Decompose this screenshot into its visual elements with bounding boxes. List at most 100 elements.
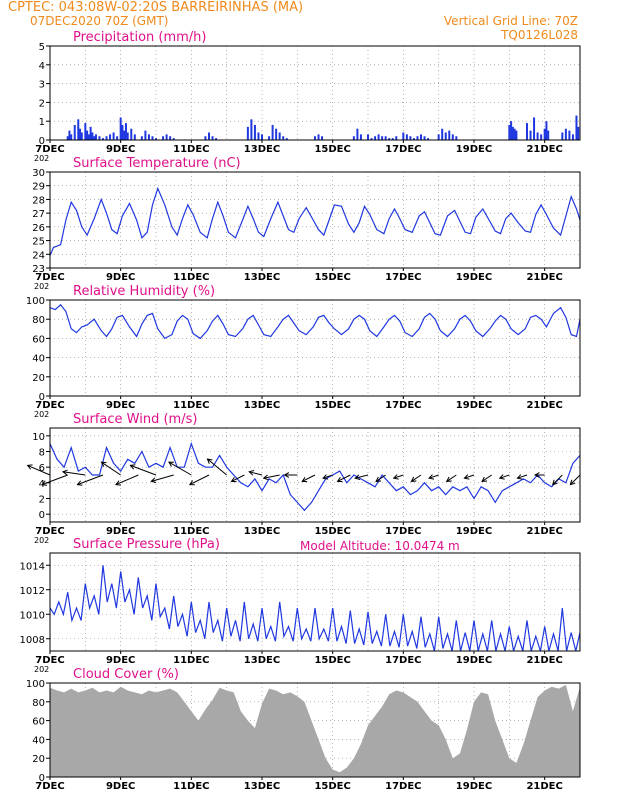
precip-bar [510,121,513,140]
precip-bar [285,138,288,140]
precip-bar [511,126,514,140]
wind-arrow-head [569,479,576,486]
x-tick-label: 7DEC [35,655,64,666]
panel-title: Surface Wind (m/s) [73,412,197,427]
wind-arrow [130,464,157,476]
wind-arrow [355,474,369,479]
header: CPTEC: 043:08W-02:20S BARREIRINHAS (MA) … [8,0,578,42]
panel-frame [49,45,581,141]
x-tick-label: 15DEC [314,655,350,666]
precip-bar [105,136,108,140]
precip-bar [444,132,447,140]
x-tick-label: 15DEC [314,144,350,155]
x-tick-label: 21DEC [526,400,562,411]
y-tick-label: 23 [32,264,45,275]
wind-arrow-head [262,474,269,481]
x-tick-label: 19DEC [456,526,492,537]
wind-arrow-head [336,477,343,483]
x-tick-label: 15DEC [314,272,350,283]
y-tick-label: 0 [39,136,45,147]
y-tick-label: 10 [32,432,45,443]
precip-bar [89,126,92,140]
wind-arrow-head [481,476,488,482]
year-label: 202 [34,665,49,674]
year-label: 202 [34,410,49,419]
x-tick-label: 9DEC [106,655,135,666]
wind-arrow-head [445,476,452,482]
wind-arrow-head [114,480,121,486]
x-tick-label: 19DEC [456,144,492,155]
panel-frame [49,299,581,397]
x-tick-label: 13DEC [244,526,280,537]
wind-arrow [552,474,563,485]
panel-title: Surface Temperature (nC) [73,156,241,171]
y-tick-label: 0 [39,392,45,403]
y-tick-label: 1008 [20,635,45,646]
cloud-area [50,684,580,777]
precip-bar [282,136,285,140]
precip-bar [384,136,387,140]
wind-arrow-head [41,480,48,486]
precip-bar [151,136,154,140]
y-tick-label: 60 [32,334,45,345]
y-tick-label: 5 [39,42,45,53]
y-tick-label: 100 [26,296,45,307]
precip-bar [402,132,405,140]
y-tick-label: 0 [39,510,45,521]
precip-bar [455,136,458,140]
precip-bar [66,136,69,140]
precip-bar [571,134,574,140]
y-tick-label: 2 [39,98,45,109]
precip-bar [109,134,112,140]
panel-4: 1008 1010 1012 1014 7DEC 9DEC 11DEC 13DEC 15DEC 1… [20,537,581,674]
x-tick-label: 7DEC [35,781,64,792]
precip-bar [172,138,175,140]
series-line [49,565,581,652]
x-tick-label: 17DEC [385,400,421,411]
wind-arrow-head [354,474,361,480]
x-tick-label: 11DEC [173,526,209,537]
precip-bar [543,128,546,140]
y-tick-label: 25 [32,237,45,248]
precip-bar [409,136,412,140]
wind-arrow-head [206,458,213,464]
x-tick-label: 9DEC [106,781,135,792]
series-line [49,303,581,340]
wind-arrow-head [392,474,399,480]
x-tick-label: 9DEC [106,272,135,283]
precip-bar [91,132,94,140]
wind-arrow [464,474,475,479]
y-tick-label: 8 [39,448,45,459]
y-tick-label: 3 [39,80,45,91]
wind-arrow [570,474,581,485]
x-tick-label: 15DEC [314,526,350,537]
precip-bar [147,134,150,140]
panel-1: 23 24 25 26 27 28 29 30 7DEC 9DEC 11DEC 13DEC 15DEC 1… [32,156,581,291]
x-tick-label: 17DEC [385,781,421,792]
x-tick-label: 17DEC [385,655,421,666]
x-tick-label: 17DEC [385,272,421,283]
precip-bar [119,117,122,140]
precip-bar [545,121,548,140]
precip-bar [437,134,440,140]
precip-bar [84,123,87,140]
precip-bar [155,138,157,140]
precip-bar [261,134,263,140]
wind-arrow [101,461,121,476]
y-tick-label: 100 [26,679,45,690]
x-tick-label: 21DEC [526,655,562,666]
wind-arrow [301,474,316,482]
precip-bar [356,128,359,140]
precip-bar [133,134,136,140]
precip-bar [427,138,430,140]
x-tick-label: 15DEC [314,781,350,792]
wind-arrow [337,474,351,482]
panel-frame [49,552,581,652]
wind-arrow-head [516,474,523,480]
wind-arrow-head [534,472,540,478]
wind-arrow-head [463,474,470,480]
precip-bar [121,124,124,140]
precip-bar [130,128,133,140]
panel-title: Precipitation (mm/h) [73,30,206,45]
grid-line-note: Vertical Grid Line: 70Z [444,14,578,28]
